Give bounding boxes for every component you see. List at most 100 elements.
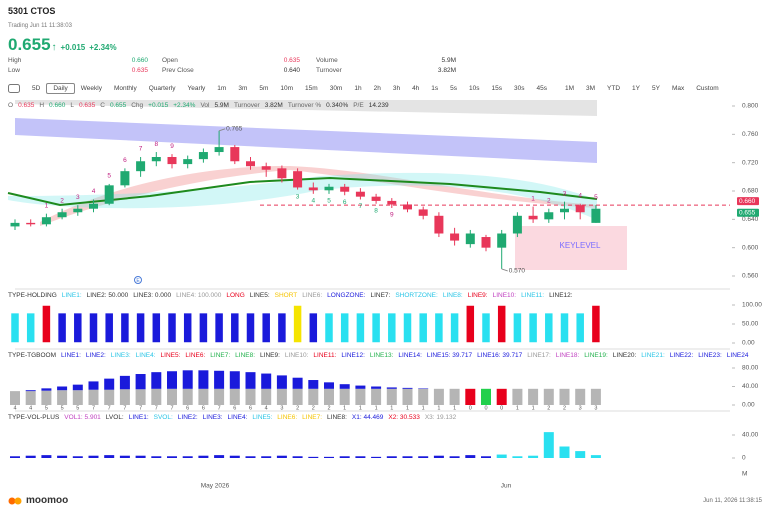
vol-bar — [182, 456, 193, 458]
period-button[interactable]: Custom — [696, 84, 719, 92]
legend-item: 0.635 — [78, 102, 96, 109]
period-button[interactable]: YTD — [607, 84, 621, 92]
vol-bar — [496, 454, 507, 458]
vol-bar — [292, 456, 303, 458]
quote-value: 0.635 — [283, 57, 300, 64]
period-button[interactable]: 45s — [536, 84, 547, 92]
period-button[interactable]: 1Y — [632, 84, 640, 92]
legend-item: 14.239 — [368, 102, 389, 109]
period-button[interactable]: 30s — [514, 84, 525, 92]
period-button[interactable]: 5Y — [652, 84, 660, 92]
legend-item: LVOL: — [105, 414, 124, 421]
vol-bar — [276, 455, 287, 458]
tg-base — [559, 388, 570, 405]
vol-bar — [214, 455, 225, 458]
y-tick-label: 40.00 — [742, 432, 759, 439]
tg-upper — [104, 378, 115, 390]
candle-body — [434, 215, 444, 234]
legend-item: LINE7: — [210, 352, 231, 359]
period-button[interactable]: 1m — [217, 84, 227, 92]
legend-item: LINE16: 39.717 — [477, 352, 523, 359]
vol-bar — [151, 456, 162, 458]
candle-body — [151, 157, 161, 162]
legend-item: X1: 44.469 — [351, 414, 384, 421]
legend-item: LINE10: — [284, 352, 309, 359]
legend-item: H — [39, 102, 45, 109]
legend-item: X2: 30.533 — [388, 414, 420, 421]
legend-item: LONG — [226, 292, 245, 299]
quote-label: Turnover — [316, 67, 342, 74]
period-button[interactable]: 2h — [373, 84, 381, 92]
legend-item: LINE3: 0.000 — [133, 292, 172, 299]
legend-item: P/E — [353, 102, 364, 109]
y-tick-label: 0.680 — [742, 188, 759, 195]
main-legend: O 0.635 H 0.660 L 0.635 C 0.655 Chg +0.015 +2.34% V… — [8, 102, 389, 109]
arrow: ↑ — [51, 42, 57, 53]
candle-body — [73, 208, 83, 213]
candle-body — [418, 209, 428, 216]
menu-icon[interactable] — [8, 83, 20, 93]
legend-item: LINE8: — [235, 352, 256, 359]
legend-item: LINE20: — [612, 352, 637, 359]
holding-bar — [370, 311, 382, 344]
legend-item: 0.635 — [18, 102, 35, 109]
legend-item: SHORTZONE: — [395, 292, 438, 299]
holding-bar — [276, 311, 288, 344]
price-tag-label: 0.655 — [739, 209, 756, 216]
period-button[interactable]: 3m — [238, 84, 248, 92]
period-button[interactable]: Yearly — [187, 84, 206, 92]
tg-upper — [355, 385, 366, 389]
holding-bar — [527, 311, 539, 344]
period-button[interactable]: 10s — [469, 84, 480, 92]
quote-label: Volume — [316, 57, 338, 64]
period-button[interactable]: 5s — [450, 84, 458, 92]
period-button[interactable]: Weekly — [80, 84, 102, 92]
seq-label: 9 — [170, 143, 174, 150]
holding-bar — [25, 311, 36, 344]
period-button[interactable]: Monthly — [113, 84, 137, 92]
legend-item: LINE19: — [584, 352, 608, 359]
tg-base — [41, 390, 52, 405]
period-button[interactable]: 15m — [305, 84, 318, 92]
period-button[interactable]: 5m — [259, 84, 269, 92]
seq-label: 3 — [296, 193, 300, 200]
period-button[interactable]: 3h — [392, 84, 401, 92]
vol-bar — [418, 456, 429, 458]
y-tick-label: 0.640 — [742, 216, 759, 223]
legend-item: 0.655 — [109, 102, 127, 109]
period-button[interactable]: 1h — [354, 84, 362, 92]
vol-bar — [119, 455, 130, 458]
period-button[interactable]: Quarterly — [148, 84, 176, 92]
period-button[interactable]: 1s — [431, 84, 439, 92]
period-button[interactable]: 3M — [586, 84, 596, 92]
legend-item: 5.9M — [214, 102, 229, 109]
holding-legend: TYPE-HOLDING LINE1: LINE2: 50.000 LINE3: 0.… — [8, 292, 573, 299]
period-button[interactable]: Max — [671, 84, 685, 92]
tg-base — [276, 388, 287, 405]
candle-body — [89, 203, 98, 209]
period-button[interactable]: Daily — [46, 82, 75, 94]
status: Trading Jun 11 11:38:03 — [8, 23, 72, 29]
legend-item: LINE10: — [492, 292, 517, 299]
vol-bar — [402, 456, 413, 458]
unit-label: M — [742, 471, 747, 478]
candle-body — [293, 171, 303, 188]
period-button[interactable]: 1M — [564, 84, 575, 92]
period-button[interactable]: 15s — [491, 84, 503, 92]
period-button[interactable]: 4h — [412, 84, 420, 92]
period-button[interactable]: 10m — [280, 84, 294, 92]
y-tick-label: 40.00 — [742, 383, 759, 390]
toolbar: 5D Daily Weekly Monthly Quarterly Yearly 1m 3m 5… — [8, 82, 725, 94]
tg-count: 5 — [45, 405, 48, 411]
leader — [501, 268, 508, 272]
tg-base — [135, 389, 146, 405]
quote-label: High — [8, 57, 22, 64]
legend-item: TYPE-VOL-PLUS — [8, 414, 60, 421]
period-button[interactable]: 30m — [329, 84, 343, 92]
tg-count: 6 — [202, 405, 205, 411]
y-tick-label: 0.720 — [742, 159, 759, 166]
period-button[interactable]: 5D — [32, 84, 41, 92]
tg-base — [308, 388, 319, 405]
tg-count: 7 — [92, 405, 95, 411]
